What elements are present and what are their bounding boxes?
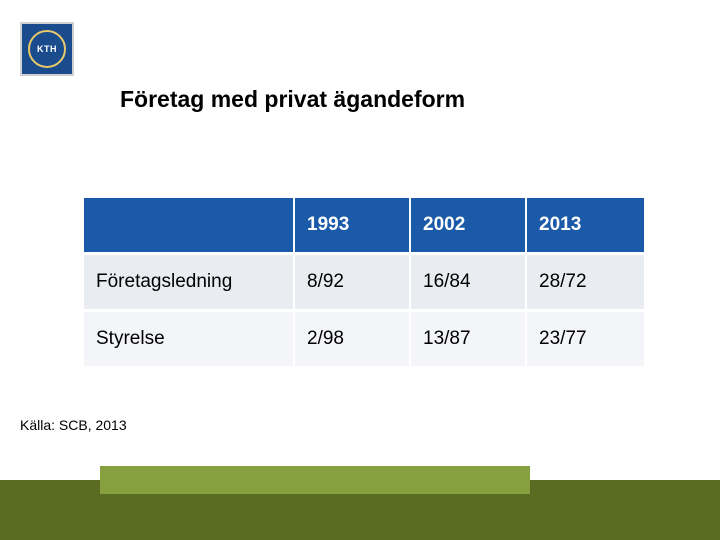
data-table: 1993 2002 2013 Företagsledning 8/92 16/8… bbox=[84, 198, 644, 366]
table-row: Företagsledning 8/92 16/84 28/72 bbox=[84, 254, 644, 311]
cell-value: 8/92 bbox=[294, 254, 410, 311]
row-label: Styrelse bbox=[84, 311, 294, 367]
row-label: Företagsledning bbox=[84, 254, 294, 311]
cell-value: 13/87 bbox=[410, 311, 526, 367]
cell-value: 2/98 bbox=[294, 311, 410, 367]
table-header-year: 1993 bbox=[294, 198, 410, 254]
table-header-blank bbox=[84, 198, 294, 254]
table-row: Styrelse 2/98 13/87 23/77 bbox=[84, 311, 644, 367]
footer-bar-light bbox=[100, 466, 530, 494]
cell-value: 16/84 bbox=[410, 254, 526, 311]
kth-logo-text: KTH bbox=[28, 30, 66, 68]
kth-logo: KTH bbox=[20, 22, 74, 76]
cell-value: 28/72 bbox=[526, 254, 644, 311]
slide-title: Företag med privat ägandeform bbox=[120, 86, 465, 113]
table-header-year: 2013 bbox=[526, 198, 644, 254]
table-header-year: 2002 bbox=[410, 198, 526, 254]
source-text: Källa: SCB, 2013 bbox=[20, 417, 127, 433]
table-header-row: 1993 2002 2013 bbox=[84, 198, 644, 254]
cell-value: 23/77 bbox=[526, 311, 644, 367]
